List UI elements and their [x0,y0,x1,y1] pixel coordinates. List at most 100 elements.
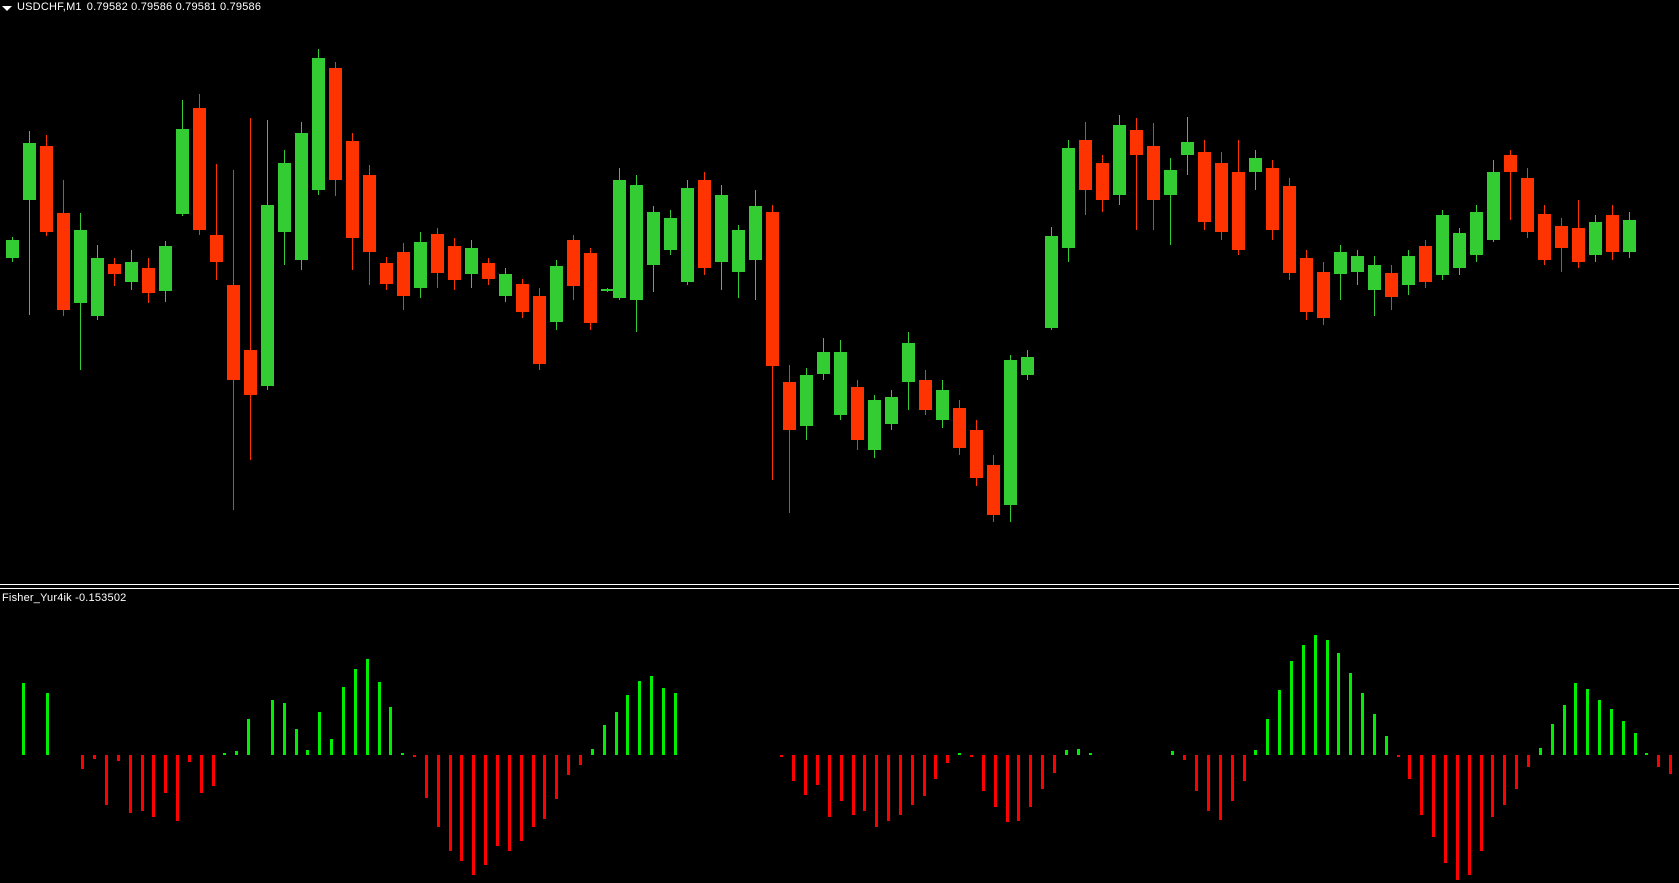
histogram-bar [1551,723,1554,755]
histogram-bar [1480,755,1483,851]
candle-body [936,390,949,420]
histogram-bar [401,752,404,755]
histogram-bar [1337,653,1340,755]
candle-wick [29,131,30,315]
histogram-bar [413,755,416,758]
histogram-bar [1041,755,1044,789]
histogram-bar [875,755,878,827]
histogram-bar [330,739,333,755]
candle-body [851,387,864,440]
candle-body [346,141,359,238]
candle-wick [1136,118,1137,230]
histogram-bar [579,755,582,765]
candle-body [766,212,779,366]
candle-wick [1170,158,1171,245]
candle-body [681,188,694,282]
histogram-bar [389,707,392,755]
candle-body [1504,155,1517,172]
histogram-bar [472,755,475,875]
histogram-bar [354,668,357,755]
histogram-bar [792,755,795,782]
candle-body [1130,130,1143,155]
candle-body [550,266,563,322]
candle-body [1079,140,1092,190]
indicator-panel[interactable]: Fisher_Yur4ik -0.153502 [0,591,1679,883]
histogram-bar [378,681,381,755]
histogram-bar [1432,755,1435,837]
candle-body [1232,172,1245,250]
histogram-bar [1468,755,1471,875]
candle-wick [216,164,217,280]
candle-body [834,352,847,415]
histogram-bar [1207,755,1210,812]
candle-body [1368,265,1381,290]
candle-body [1004,360,1017,505]
candle-body [142,268,155,293]
histogram-bar [295,728,298,755]
histogram-bar [1515,755,1518,789]
histogram-plot [0,591,1679,883]
candle-body [1487,172,1500,240]
histogram-bar [591,749,594,755]
candle-body [953,408,966,448]
candle-body [987,465,1000,515]
histogram-bar [1231,755,1234,801]
price-chart-panel[interactable]: USDCHF,M1 0.79582 0.79586 0.79581 0.7958… [0,0,1679,584]
histogram-bar [1254,750,1257,755]
price-chart-header: USDCHF,M1 0.79582 0.79586 0.79581 0.7958… [0,0,261,15]
histogram-bar [1456,755,1459,880]
candle-body [278,163,291,232]
panel-separator[interactable] [0,584,1679,591]
histogram-bar [1089,752,1092,755]
histogram-bar [1302,644,1305,755]
histogram-bar [1065,750,1068,755]
histogram-bar [93,755,96,759]
candle-body [970,430,983,478]
candle-body [533,296,546,364]
candle-body [295,133,308,260]
histogram-bar [1290,661,1293,755]
candle-body [1283,186,1296,273]
candle-body [1266,168,1279,230]
candle-body [868,400,881,450]
histogram-bar [1397,755,1400,758]
histogram-bar [863,755,866,812]
candle-body [783,382,796,430]
histogram-bar [152,755,155,818]
candle-body [1249,158,1262,172]
histogram-bar [1077,749,1080,755]
candle-body [1572,228,1585,262]
candle-body [329,68,342,180]
histogram-bar [1610,709,1613,755]
histogram-bar [923,755,926,796]
histogram-bar [567,755,570,776]
histogram-bar [1171,751,1174,755]
histogram-bar [982,755,985,791]
candle-body [584,253,597,323]
histogram-bar [1503,755,1506,806]
histogram-bar [496,755,499,847]
candle-body [1198,152,1211,222]
histogram-bar [188,755,191,763]
histogram-bar [934,755,937,779]
histogram-bar [437,755,440,827]
candle-body [613,180,626,298]
histogram-bar [650,675,653,755]
histogram-bar [1326,639,1329,755]
histogram-bar [223,752,226,755]
histogram-bar [1634,733,1637,755]
histogram-bar [780,755,783,758]
histogram-bar [1574,683,1577,755]
separator-line-bottom [0,588,1679,589]
candle-body [698,180,711,268]
candle-body [1538,214,1551,260]
histogram-bar [555,755,558,800]
candle-body [57,213,70,310]
candle-body [1317,272,1330,318]
histogram-bar [804,755,807,795]
chevron-down-icon[interactable] [2,5,12,11]
histogram-bar [164,755,167,794]
candle-body [312,58,325,190]
histogram-bar [235,751,238,755]
